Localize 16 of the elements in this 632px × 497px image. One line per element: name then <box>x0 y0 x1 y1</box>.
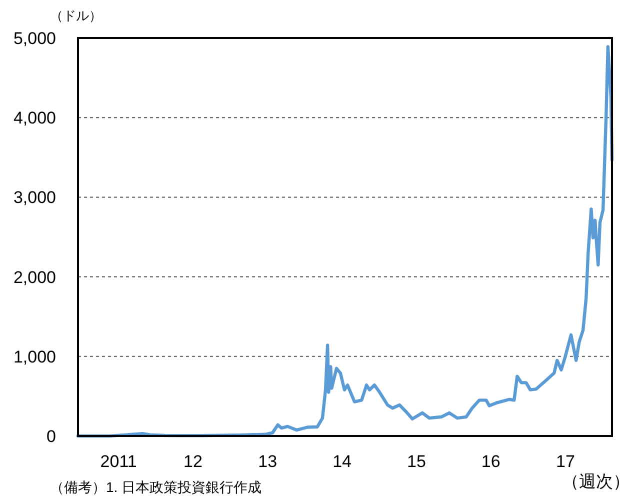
x-tick-label: 15 <box>407 452 426 471</box>
annotation: （備考）1. 日本政策投資銀行作成 <box>50 479 262 495</box>
x-tick-label: 13 <box>258 452 278 471</box>
y-tick-label: 3,000 <box>13 188 56 208</box>
x-tick-label: 14 <box>332 452 352 471</box>
y-axis-title: （ドル） <box>50 8 102 23</box>
x-tick-label: 12 <box>184 452 202 471</box>
y-tick-label: 1,000 <box>13 347 56 366</box>
x-tick-label: 2011 <box>100 452 137 471</box>
y-tick-label: 0 <box>46 427 56 446</box>
x-tick-label: 17 <box>556 452 575 471</box>
y-tick-label: 4,000 <box>13 108 56 128</box>
y-tick-label: 2,000 <box>13 268 56 287</box>
x-tick-label: 16 <box>481 452 500 471</box>
y-tick-label: 5,000 <box>13 29 56 48</box>
x-axis-title: （週次） <box>562 472 630 491</box>
